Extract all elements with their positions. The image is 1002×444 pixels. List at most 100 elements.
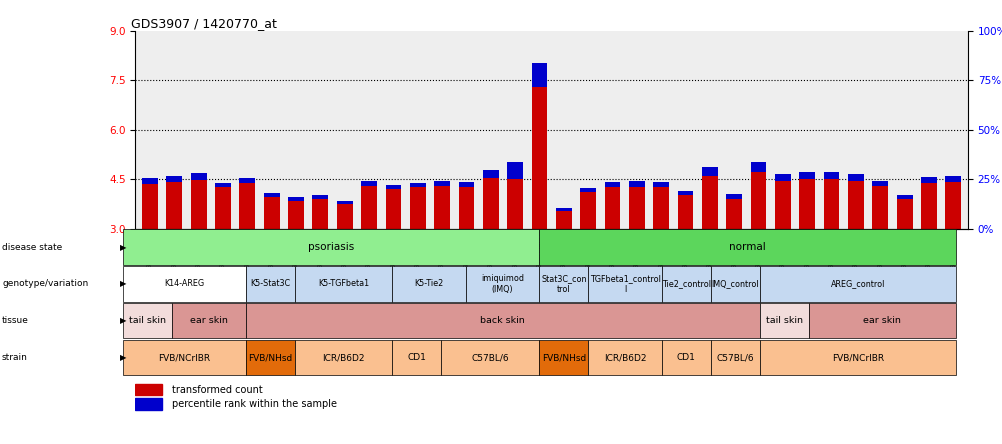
Bar: [245, 340, 295, 375]
Bar: [847, 174, 863, 181]
Bar: [677, 195, 692, 229]
Bar: [604, 182, 620, 187]
Bar: [628, 181, 644, 186]
Bar: [361, 181, 377, 186]
Text: ICR/B6D2: ICR/B6D2: [322, 353, 365, 362]
Bar: [847, 181, 863, 229]
Bar: [166, 182, 182, 229]
Bar: [172, 303, 245, 338]
Bar: [799, 179, 815, 229]
Bar: [588, 340, 661, 375]
Bar: [555, 210, 571, 229]
Text: TGFbeta1_control
l: TGFbeta1_control l: [589, 274, 660, 293]
Bar: [441, 340, 539, 375]
Text: strain: strain: [2, 353, 28, 362]
Bar: [288, 197, 304, 201]
Text: imiquimod
(IMQ): imiquimod (IMQ): [481, 274, 524, 293]
Text: ICR/B6D2: ICR/B6D2: [603, 353, 645, 362]
Text: CD1: CD1: [676, 353, 695, 362]
Bar: [392, 340, 441, 375]
Bar: [920, 177, 936, 182]
Bar: [531, 63, 547, 87]
Bar: [135, 398, 162, 410]
Bar: [539, 266, 588, 301]
Text: percentile rank within the sample: percentile rank within the sample: [171, 399, 337, 409]
Text: back skin: back skin: [480, 316, 524, 325]
Text: transformed count: transformed count: [171, 385, 262, 395]
Text: Stat3C_con
trol: Stat3C_con trol: [541, 274, 586, 293]
Text: FVB/NCrIBR: FVB/NCrIBR: [158, 353, 210, 362]
Bar: [539, 230, 955, 265]
Text: disease state: disease state: [2, 242, 62, 252]
Bar: [295, 340, 392, 375]
Bar: [628, 186, 644, 229]
Bar: [749, 162, 766, 172]
Bar: [710, 266, 760, 301]
Bar: [434, 181, 450, 186]
Bar: [361, 186, 377, 229]
Bar: [945, 182, 960, 229]
Text: ear skin: ear skin: [189, 316, 227, 325]
Bar: [775, 181, 790, 229]
Bar: [214, 187, 230, 229]
Text: tissue: tissue: [2, 316, 29, 325]
Bar: [288, 201, 304, 229]
Bar: [677, 191, 692, 195]
Text: FVB/NHsd: FVB/NHsd: [541, 353, 585, 362]
Text: FVB/NHsd: FVB/NHsd: [247, 353, 292, 362]
Text: K5-Stat3C: K5-Stat3C: [249, 279, 290, 289]
Bar: [123, 340, 245, 375]
Bar: [701, 176, 717, 229]
Bar: [482, 178, 498, 229]
Bar: [760, 303, 808, 338]
Text: ear skin: ear skin: [863, 316, 900, 325]
Bar: [392, 266, 466, 301]
Bar: [604, 187, 620, 229]
Text: Tie2_control: Tie2_control: [661, 279, 710, 289]
Bar: [872, 181, 888, 186]
Text: IMQ_control: IMQ_control: [710, 279, 759, 289]
Bar: [945, 176, 960, 182]
Bar: [823, 179, 839, 229]
Bar: [166, 176, 182, 182]
Bar: [410, 183, 425, 187]
Bar: [135, 384, 162, 396]
Bar: [239, 178, 256, 183]
Bar: [245, 266, 295, 301]
Text: AREG_control: AREG_control: [830, 279, 884, 289]
Bar: [580, 192, 595, 229]
Bar: [239, 183, 256, 229]
Text: K5-Tie2: K5-Tie2: [414, 279, 444, 289]
Bar: [313, 195, 328, 199]
Bar: [799, 172, 815, 179]
Bar: [295, 266, 392, 301]
Bar: [214, 183, 230, 187]
Bar: [872, 186, 888, 229]
Text: normal: normal: [728, 242, 766, 252]
Bar: [661, 266, 710, 301]
Bar: [482, 170, 498, 178]
Bar: [920, 182, 936, 229]
Bar: [539, 340, 588, 375]
Text: tail skin: tail skin: [765, 316, 802, 325]
Bar: [123, 266, 245, 301]
Text: psoriasis: psoriasis: [308, 242, 354, 252]
Bar: [385, 185, 401, 189]
Bar: [142, 184, 157, 229]
Text: K14-AREG: K14-AREG: [164, 279, 204, 289]
Bar: [652, 182, 668, 187]
Bar: [190, 173, 206, 180]
Bar: [410, 187, 425, 229]
Text: tail skin: tail skin: [129, 316, 166, 325]
Text: FVB/NCrIBR: FVB/NCrIBR: [831, 353, 883, 362]
Text: K5-TGFbeta1: K5-TGFbeta1: [318, 279, 369, 289]
Bar: [749, 172, 766, 229]
Text: ▶: ▶: [120, 316, 126, 325]
Bar: [337, 201, 353, 204]
Text: ▶: ▶: [120, 279, 126, 289]
Bar: [264, 194, 280, 198]
Text: C57BL/6: C57BL/6: [471, 353, 509, 362]
Bar: [710, 340, 760, 375]
Bar: [701, 167, 717, 176]
Bar: [555, 208, 571, 210]
